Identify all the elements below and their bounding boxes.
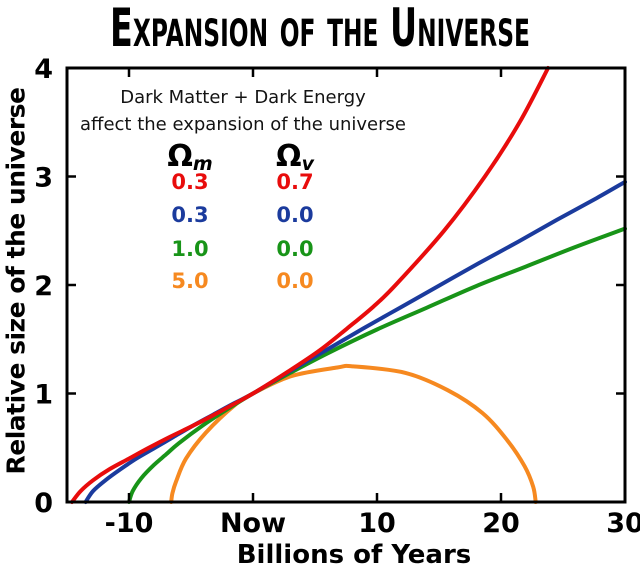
legend-row: 0.3 0.0 — [148, 203, 337, 227]
omega-m-value: 0.3 — [171, 203, 209, 227]
omega-symbol: Ω — [167, 139, 193, 174]
y-axis-title: Relative size of the universe — [1, 87, 31, 475]
omega-v-value: 0.0 — [276, 269, 314, 293]
omega-m-header: Ωm — [148, 139, 232, 175]
legend-caption-line2: affect the expansion of the universe — [80, 114, 406, 135]
omega-m-value: 5.0 — [171, 269, 209, 293]
omega-v-value: 0.7 — [276, 170, 314, 194]
x-tick-label: 20 — [482, 508, 520, 539]
legend-row: 1.0 0.0 — [148, 237, 337, 261]
omega-v-subscript: v — [301, 153, 314, 176]
omega-m-subscript: m — [192, 153, 213, 176]
y-tick-label: 0 — [34, 488, 53, 519]
omega-v-header: Ωv — [253, 139, 337, 175]
omega-v-value: 0.0 — [276, 203, 314, 227]
page-title: Expansion of the Universe — [110, 0, 530, 59]
legend-header-row: Ωm Ωv — [148, 139, 337, 175]
omega-m-value: 0.3 — [171, 170, 209, 194]
omega-m-value: 1.0 — [171, 237, 209, 261]
x-tick-label: 10 — [358, 508, 396, 539]
omega-v-value: 0.0 — [276, 237, 314, 261]
y-tick-label: 3 — [34, 163, 53, 194]
x-tick-label: 30 — [606, 508, 640, 539]
curve-red-dark-energy — [70, 66, 551, 504]
y-tick-label: 1 — [34, 380, 53, 411]
y-tick-label: 4 — [34, 54, 53, 85]
x-tick-label: Now — [220, 508, 286, 539]
y-tick-label: 2 — [34, 271, 53, 302]
curve-orange-closed — [169, 363, 538, 504]
omega-symbol: Ω — [276, 139, 302, 174]
legend-row: 0.3 0.7 — [148, 170, 337, 194]
x-tick-label: -10 — [105, 508, 154, 539]
legend-caption-line1: Dark Matter + Dark Energy — [120, 87, 366, 108]
legend-caption: Dark Matter + Dark Energy affect the exp… — [78, 84, 408, 138]
x-axis-title: Billions of Years — [236, 540, 472, 570]
legend-row: 5.0 0.0 — [148, 269, 337, 293]
